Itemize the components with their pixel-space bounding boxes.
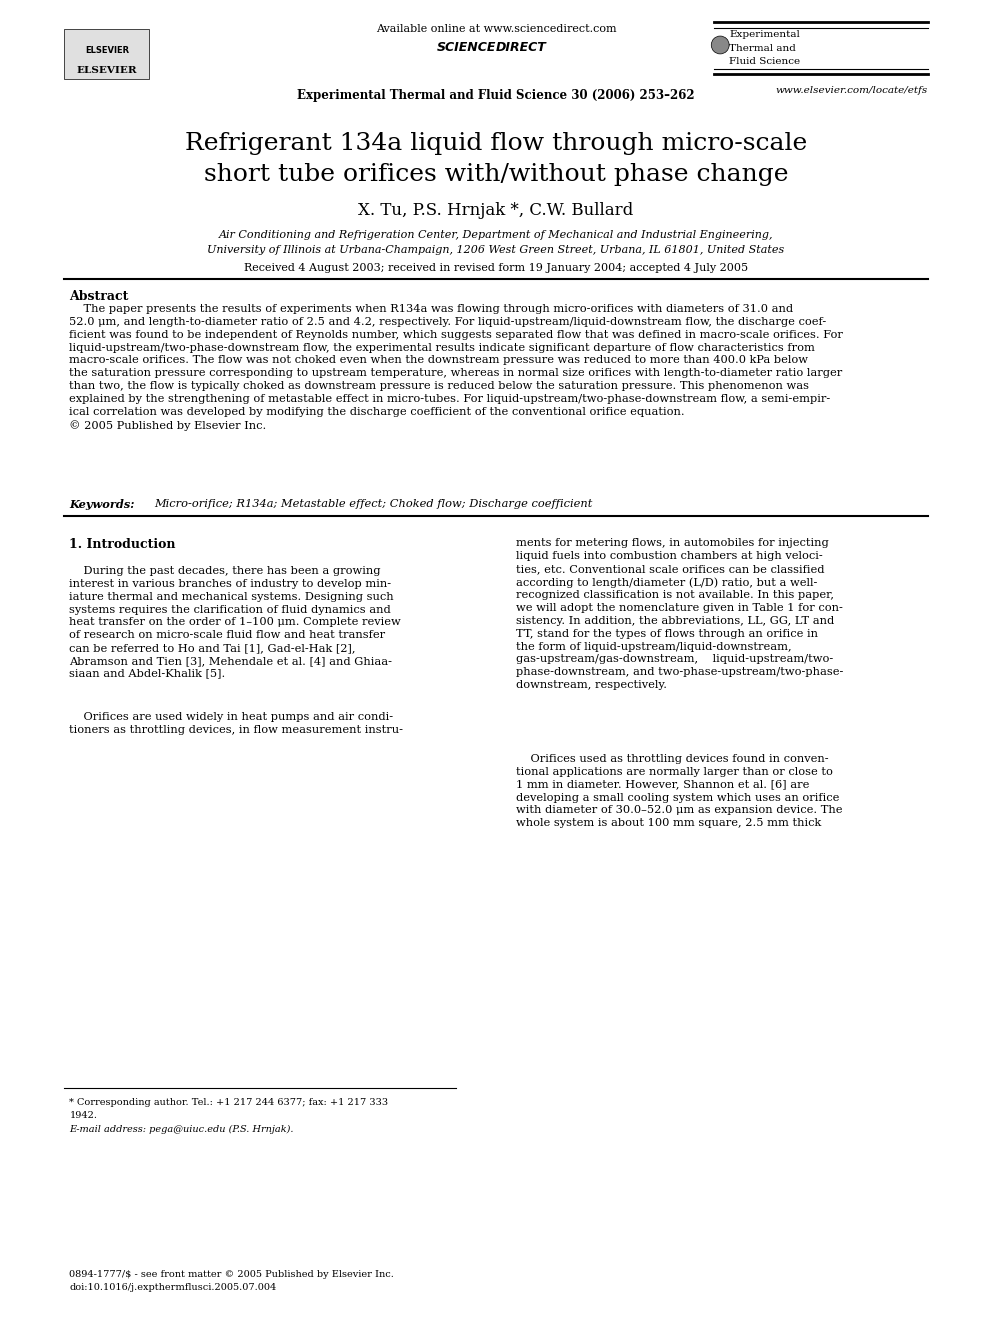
Text: University of Illinois at Urbana-Champaign, 1206 West Green Street, Urbana, IL 6: University of Illinois at Urbana-Champai…: [207, 245, 785, 255]
Text: Orifices used as throttling devices found in conven-
tional applications are nor: Orifices used as throttling devices foun…: [516, 754, 842, 828]
Text: ELSEVIER: ELSEVIER: [76, 66, 138, 75]
Text: Fluid Science: Fluid Science: [729, 57, 801, 66]
Text: short tube orifices with/without phase change: short tube orifices with/without phase c…: [203, 163, 789, 185]
Text: * Corresponding author. Tel.: +1 217 244 6377; fax: +1 217 333: * Corresponding author. Tel.: +1 217 244…: [69, 1098, 389, 1107]
Text: Air Conditioning and Refrigeration Center, Department of Mechanical and Industri: Air Conditioning and Refrigeration Cente…: [219, 230, 773, 241]
Circle shape: [711, 36, 729, 54]
Text: Received 4 August 2003; received in revised form 19 January 2004; accepted 4 Jul: Received 4 August 2003; received in revi…: [244, 263, 748, 274]
Text: doi:10.1016/j.expthermflusci.2005.07.004: doi:10.1016/j.expthermflusci.2005.07.004: [69, 1283, 277, 1293]
Text: Abstract: Abstract: [69, 290, 129, 303]
FancyBboxPatch shape: [64, 29, 149, 79]
Text: Experimental: Experimental: [729, 30, 800, 40]
Text: E-mail address: pega@uiuc.edu (P.S. Hrnjak).: E-mail address: pega@uiuc.edu (P.S. Hrnj…: [69, 1125, 294, 1134]
Text: Micro-orifice; R134a; Metastable effect; Choked flow; Discharge coefficient: Micro-orifice; R134a; Metastable effect;…: [154, 499, 592, 509]
Text: 1942.: 1942.: [69, 1111, 97, 1121]
Text: Refrigerant 134a liquid flow through micro-scale: Refrigerant 134a liquid flow through mic…: [185, 132, 807, 155]
Text: www.elsevier.com/locate/etfs: www.elsevier.com/locate/etfs: [776, 86, 928, 95]
Text: 0894-1777/$ - see front matter © 2005 Published by Elsevier Inc.: 0894-1777/$ - see front matter © 2005 Pu…: [69, 1270, 394, 1279]
Text: SCIENCE: SCIENCE: [436, 41, 496, 54]
Text: Available online at www.sciencedirect.com: Available online at www.sciencedirect.co…: [376, 24, 616, 34]
Text: Experimental Thermal and Fluid Science 30 (2006) 253–262: Experimental Thermal and Fluid Science 3…: [298, 89, 694, 102]
Text: ments for metering flows, in automobiles for injecting
liquid fuels into combust: ments for metering flows, in automobiles…: [516, 538, 843, 691]
Text: During the past decades, there has been a growing
interest in various branches o: During the past decades, there has been …: [69, 566, 401, 679]
Text: DIRECT: DIRECT: [496, 41, 547, 54]
Text: Orifices are used widely in heat pumps and air condi-
tioners as throttling devi: Orifices are used widely in heat pumps a…: [69, 712, 404, 734]
Text: ELSEVIER: ELSEVIER: [85, 46, 129, 54]
Text: X. Tu, P.S. Hrnjak *, C.W. Bullard: X. Tu, P.S. Hrnjak *, C.W. Bullard: [358, 202, 634, 220]
Text: Keywords:: Keywords:: [69, 499, 143, 509]
Text: 1. Introduction: 1. Introduction: [69, 538, 176, 552]
Text: Thermal and: Thermal and: [729, 44, 796, 53]
Text: The paper presents the results of experiments when R134a was flowing through mic: The paper presents the results of experi…: [69, 304, 843, 430]
